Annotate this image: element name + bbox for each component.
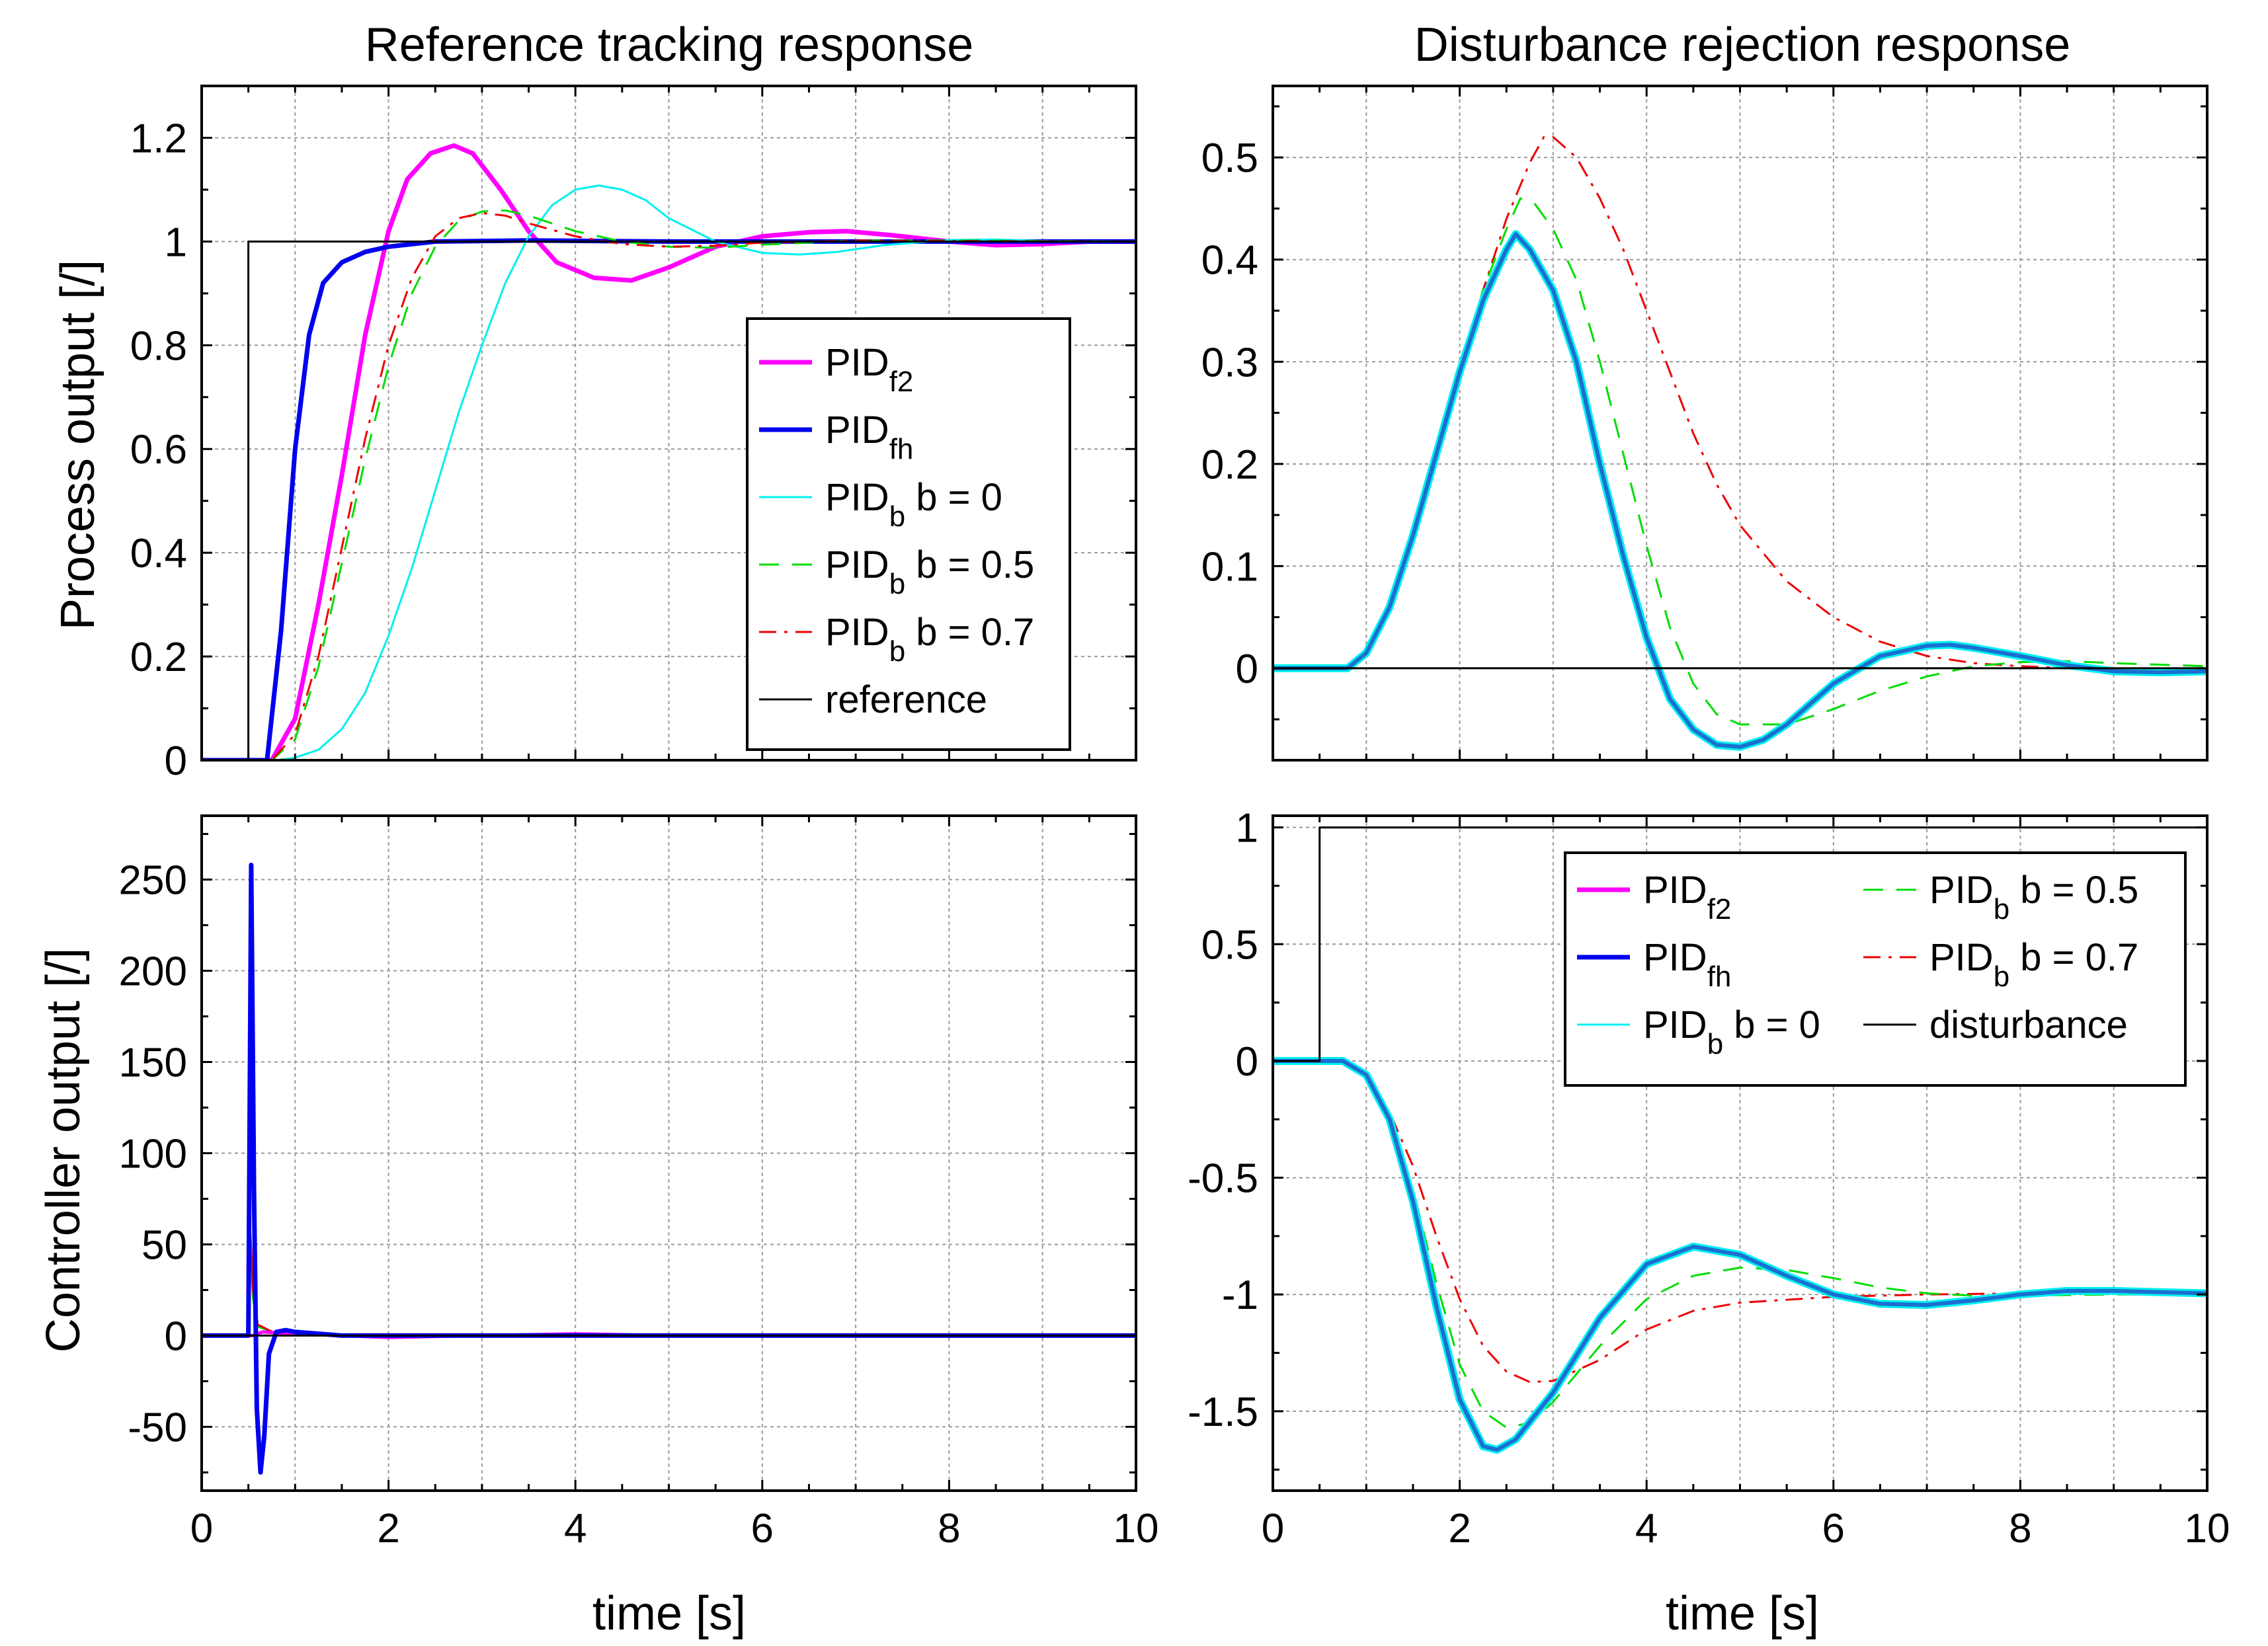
legend-label-pidb07: PIDb b = 0.7 [1929, 936, 2138, 993]
y-tick-label: 0.1 [1201, 544, 1258, 590]
y-tick-label: 150 [119, 1040, 187, 1086]
legend-top-left: PIDf2 PIDfh PIDb b = 0 PIDb b = 0.5 PIDb b =… [746, 317, 1071, 751]
legend-label-ref: disturbance [1929, 1003, 2128, 1046]
x-tick-label: 8 [938, 1506, 960, 1551]
legend-box [1564, 851, 2187, 1087]
axes-controller-output-tracking: 0 2 4 6 8 10 -50 0 50 100 150 200 250 [119, 814, 1159, 1551]
series-line-pidfh_dist [1273, 232, 2207, 749]
legend-label-pidb0: PIDb b = 0 [825, 476, 1002, 533]
legend-label-ref: reference [825, 678, 987, 721]
y-tick-label: 0.4 [1201, 238, 1258, 284]
title-disturbance-rejection: Disturbance rejection response [1414, 19, 2071, 71]
x-tick-label: 8 [2009, 1506, 2031, 1551]
y-tick-label: 200 [119, 949, 187, 995]
y-tick-label: -1 [1222, 1273, 1258, 1318]
legend-label-pidb0: PIDb b = 0 [1643, 1003, 1820, 1060]
x-tick-label: 2 [377, 1506, 399, 1551]
y-tick-label: 250 [119, 858, 187, 904]
y-tick-label: 50 [142, 1222, 187, 1268]
axes-disturbance-rejection: 0 0.1 0.2 0.3 0.4 0.5 [1201, 85, 2208, 762]
y-tick-label: 0.3 [1201, 340, 1258, 385]
x-tick-label: 2 [1448, 1506, 1471, 1551]
y-tick-label: 0 [165, 738, 187, 784]
legend-label-pidf2: PIDf2 [1643, 869, 1731, 925]
legend-label-pidfh: PIDfh [825, 409, 913, 465]
y-tick-label: 0.4 [130, 531, 187, 576]
series-line-pidb05 [1273, 197, 2207, 726]
y-tick-label: 0.6 [130, 427, 187, 473]
legend-bottom-right: PIDf2 PIDfh PIDb b = 0 PIDb b = 0.5 PIDb b =… [1564, 851, 2187, 1087]
legend-label-pidb05: PIDb b = 0.5 [1929, 869, 2138, 925]
x-tick-label: 6 [751, 1506, 774, 1551]
series-line-pidb07 [202, 212, 1136, 760]
x-tick-label: 10 [1114, 1506, 1159, 1551]
y-tick-label: 100 [119, 1132, 187, 1177]
x-tick-label: 10 [2185, 1506, 2230, 1551]
xlabel-time-left: time [s] [592, 1587, 746, 1640]
series-line-pidfh_dist [1273, 1059, 2207, 1452]
y-tick-label: 0.2 [130, 635, 187, 680]
y-tick-label: 1 [165, 219, 187, 265]
legend-label-pidf2: PIDf2 [825, 341, 913, 398]
legend-label-pidb07: PIDb b = 0.7 [825, 611, 1034, 668]
x-tick-label: 0 [190, 1506, 213, 1551]
y-tick-label: 0 [1236, 647, 1258, 692]
x-tick-label: 0 [1262, 1506, 1284, 1551]
axes-controller-output-disturbance: 0 2 4 6 8 10 -1.5 -1 -0.5 0 0.5 1 [1188, 806, 2230, 1551]
series-line-ref [1273, 826, 2207, 1062]
series-line-pidb0 [202, 184, 1136, 760]
series-line-pidb05 [1273, 1060, 2207, 1429]
legend-label-pidb05: PIDb b = 0.5 [825, 543, 1034, 600]
y-tick-label: 0.5 [1201, 922, 1258, 968]
series-line-pidfh [202, 238, 1136, 760]
y-tick-label: 1 [1236, 806, 1258, 851]
ylabel-process-output: Process output [/] [52, 260, 104, 630]
title-reference-tracking: Reference tracking response [365, 19, 974, 71]
y-tick-label: 0 [1236, 1039, 1258, 1085]
ylabel-controller-output: Controller output [/] [37, 948, 90, 1352]
xlabel-time-right: time [s] [1666, 1587, 1819, 1640]
series-line-pidb05 [202, 209, 1136, 760]
y-tick-label: -1.5 [1188, 1390, 1258, 1435]
y-tick-label: 1.2 [130, 116, 187, 161]
series-line-ref [202, 240, 1136, 760]
y-tick-label: -0.5 [1188, 1156, 1258, 1202]
legend-label-pidfh: PIDfh [1643, 936, 1731, 993]
legend-box [746, 317, 1071, 751]
y-tick-label: -50 [128, 1405, 187, 1450]
y-tick-label: 0.5 [1201, 136, 1258, 181]
x-tick-label: 6 [1822, 1506, 1845, 1551]
y-tick-label: 0 [165, 1313, 187, 1359]
x-tick-label: 4 [564, 1506, 587, 1551]
axes-reference-tracking: 0 0.2 0.4 0.6 0.8 1 1.2 [130, 85, 1137, 784]
y-tick-label: 0.2 [1201, 442, 1258, 488]
x-tick-label: 4 [1635, 1506, 1658, 1551]
y-tick-label: 0.8 [130, 323, 187, 369]
series-line-pidfh [202, 863, 1136, 1475]
